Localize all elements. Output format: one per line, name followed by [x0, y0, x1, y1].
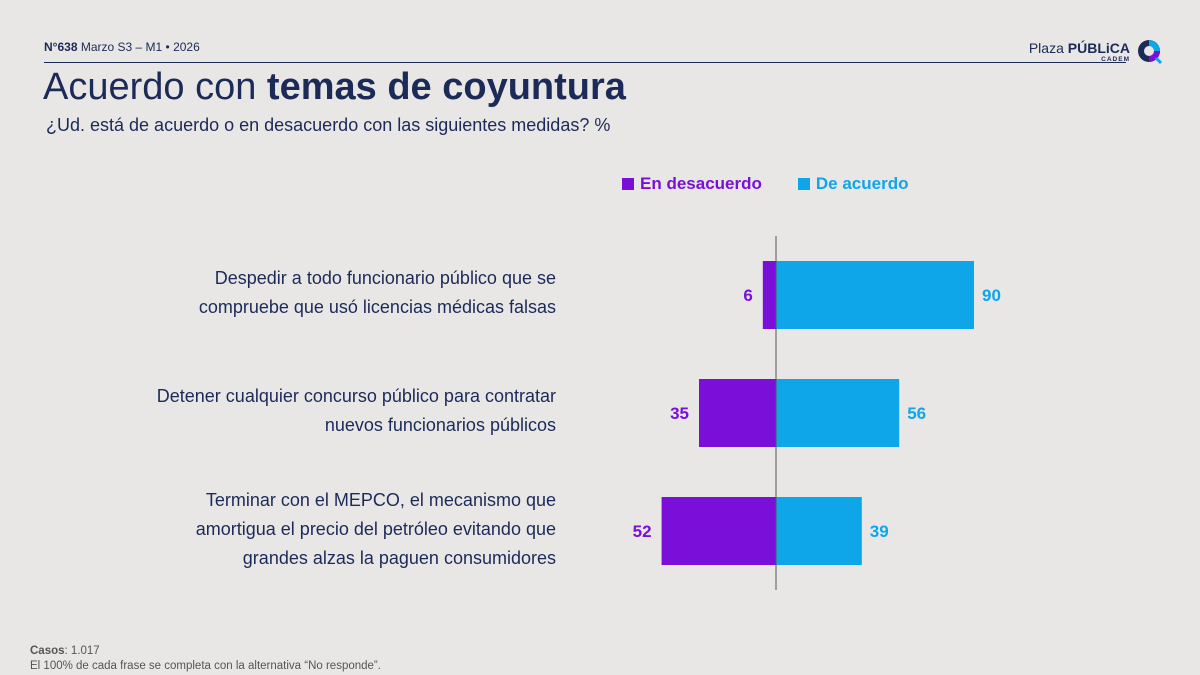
legend-item-agree: De acuerdo [797, 174, 909, 194]
legend-label-disagree: En desacuerdo [640, 174, 762, 193]
legend-label-agree: De acuerdo [815, 174, 909, 193]
bar-disagree [699, 379, 776, 447]
bar-disagree [762, 261, 776, 329]
footer-note: El 100% de cada frase se completa con la… [30, 660, 381, 672]
chart-legend: En desacuerdo De acuerdo [622, 174, 908, 194]
issue-info: N°638 Marzo S3 – M1 • 2026 [44, 40, 200, 54]
brand-logo-text: Plaza PÚBLiCA CADEM [1029, 41, 1130, 64]
cases-value: : 1.017 [64, 645, 100, 657]
category-label-line: Despedir a todo funcionario público que … [214, 268, 556, 288]
legend-swatch-disagree [622, 178, 634, 190]
data-label-disagree: 52 [633, 522, 652, 541]
category-label: Detener cualquier concurso público para … [36, 382, 556, 440]
title-bold: temas de coyuntura [266, 66, 626, 108]
title-light: Acuerdo con [43, 66, 267, 108]
header-divider [44, 62, 1126, 63]
category-label-line: grandes alzas la paguen consumidores [242, 547, 556, 568]
bar-agree [776, 261, 974, 329]
data-label-agree: 90 [982, 286, 1001, 305]
bar-disagree [661, 497, 776, 565]
page-title: Acuerdo con temas de coyuntura [43, 66, 626, 109]
category-label: Terminar con el MEPCO, el mecanismo que a… [36, 486, 556, 573]
data-label-agree: 56 [907, 404, 926, 423]
legend-item-disagree: En desacuerdo [622, 174, 762, 194]
brand-sub: CADEM [1101, 56, 1130, 63]
issue-number: N°638 [44, 40, 78, 54]
issue-period: Marzo S3 – M1 • 2026 [80, 40, 200, 54]
category-label-line: nuevos funcionarios públicos [324, 415, 556, 435]
data-label-disagree: 35 [670, 404, 689, 423]
brand-name-light: Plaza [1028, 40, 1068, 56]
category-label-line: Terminar con el MEPCO, el mecanismo que [205, 489, 556, 510]
bar-agree [776, 497, 862, 565]
category-label-line: amortigua el precio del petróleo evitand… [195, 518, 556, 539]
category-label-line: Detener cualquier concurso público para … [156, 386, 556, 406]
legend-swatch-agree [797, 178, 810, 190]
cases-label: Casos [30, 645, 65, 657]
data-label-disagree: 6 [743, 286, 752, 305]
brand-name-bold: PÚBLiCA [1067, 40, 1130, 56]
footer: Casos: 1.017 El 100% de cada frase se co… [30, 644, 381, 674]
category-label-line: compruebe que usó licencias médicas fals… [198, 297, 556, 317]
page-subtitle: ¿Ud. está de acuerdo o en desacuerdo con… [46, 115, 611, 135]
data-label-agree: 39 [870, 522, 889, 541]
brand-logo-icon [1138, 40, 1162, 64]
bar-agree [776, 379, 900, 447]
category-label: Despedir a todo funcionario público que … [36, 264, 556, 322]
